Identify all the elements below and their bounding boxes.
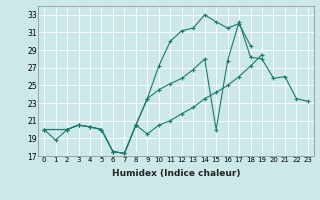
X-axis label: Humidex (Indice chaleur): Humidex (Indice chaleur) bbox=[112, 169, 240, 178]
